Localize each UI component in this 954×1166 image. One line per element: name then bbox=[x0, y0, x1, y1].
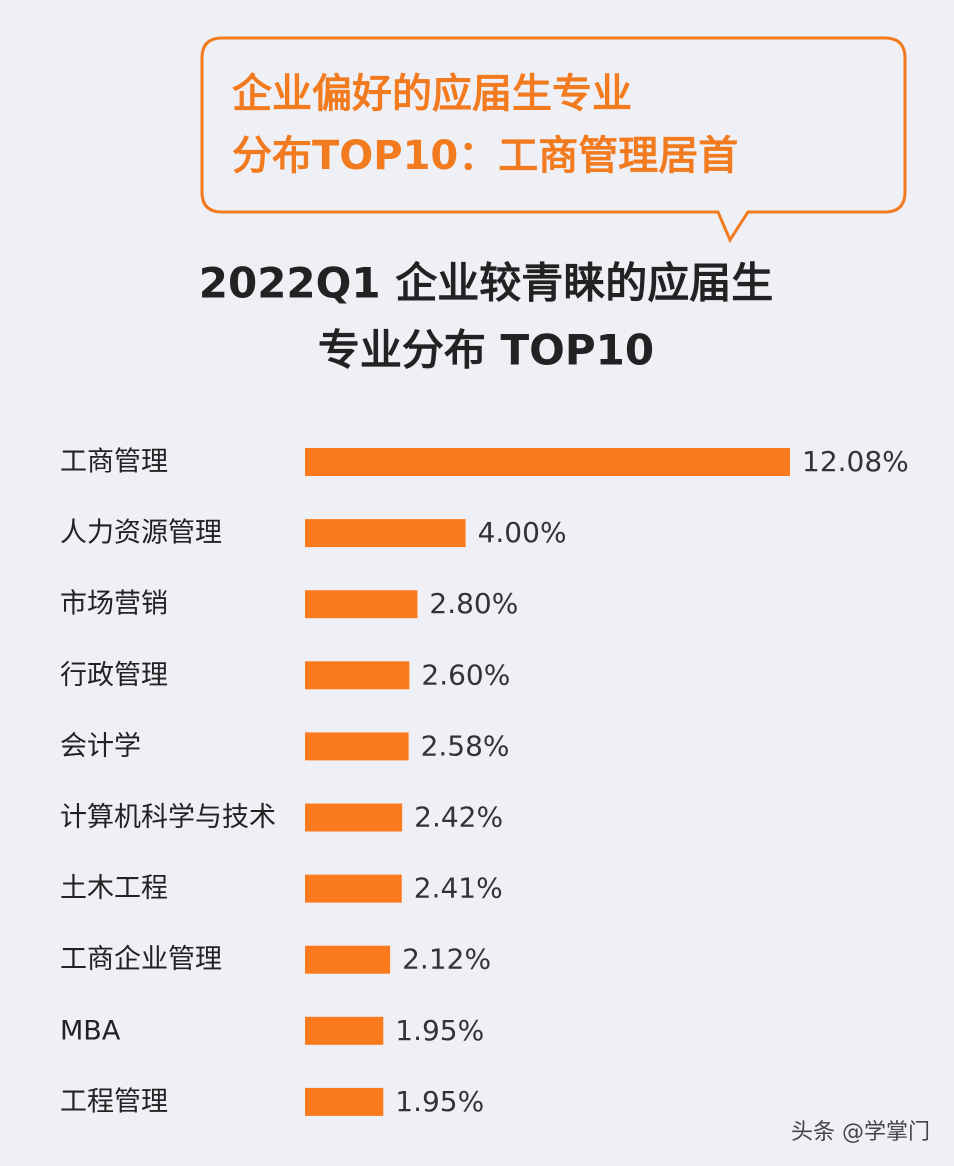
category-label: 行政管理 bbox=[60, 660, 168, 691]
category-label: 土木工程 bbox=[60, 873, 168, 904]
category-label: 人力资源管理 bbox=[60, 518, 222, 549]
bar bbox=[305, 1016, 384, 1045]
category-label: 工程管理 bbox=[60, 1086, 168, 1117]
value-label: 1.95% bbox=[395, 1014, 484, 1047]
category-label: 计算机科学与技术 bbox=[60, 802, 276, 833]
value-label: 2.80% bbox=[429, 587, 518, 620]
callout-line: 企业偏好的应届生专业 bbox=[232, 71, 632, 117]
bar bbox=[305, 803, 403, 832]
bar bbox=[305, 732, 409, 761]
value-label: 2.41% bbox=[414, 872, 503, 905]
category-label: 工商企业管理 bbox=[60, 944, 222, 975]
bar bbox=[305, 945, 391, 974]
value-label: 2.42% bbox=[414, 801, 503, 834]
value-label: 12.08% bbox=[802, 445, 909, 478]
bar bbox=[305, 1087, 384, 1116]
value-label: 1.95% bbox=[395, 1085, 484, 1118]
callout-box bbox=[200, 36, 907, 244]
category-label: MBA bbox=[60, 1015, 121, 1046]
chart-title: 专业分布 TOP10 bbox=[318, 326, 654, 375]
bar bbox=[305, 874, 402, 903]
category-label: 会计学 bbox=[60, 731, 141, 762]
category-label: 工商管理 bbox=[60, 447, 168, 478]
value-label: 2.12% bbox=[402, 943, 491, 976]
bar bbox=[305, 661, 410, 690]
bar bbox=[305, 448, 790, 476]
source: 头条 @学掌门 bbox=[791, 1120, 930, 1145]
bar bbox=[305, 590, 418, 619]
value-label: 2.60% bbox=[421, 658, 510, 691]
category-label: 市场营销 bbox=[60, 589, 168, 620]
value-label: 4.00% bbox=[478, 516, 567, 549]
callout-line: 分布TOP10：工商管理居首 bbox=[232, 133, 738, 179]
bar bbox=[305, 519, 466, 548]
chart-title: 2022Q1 企业较青睐的应届生 bbox=[199, 259, 773, 308]
value-label: 2.58% bbox=[421, 729, 510, 762]
